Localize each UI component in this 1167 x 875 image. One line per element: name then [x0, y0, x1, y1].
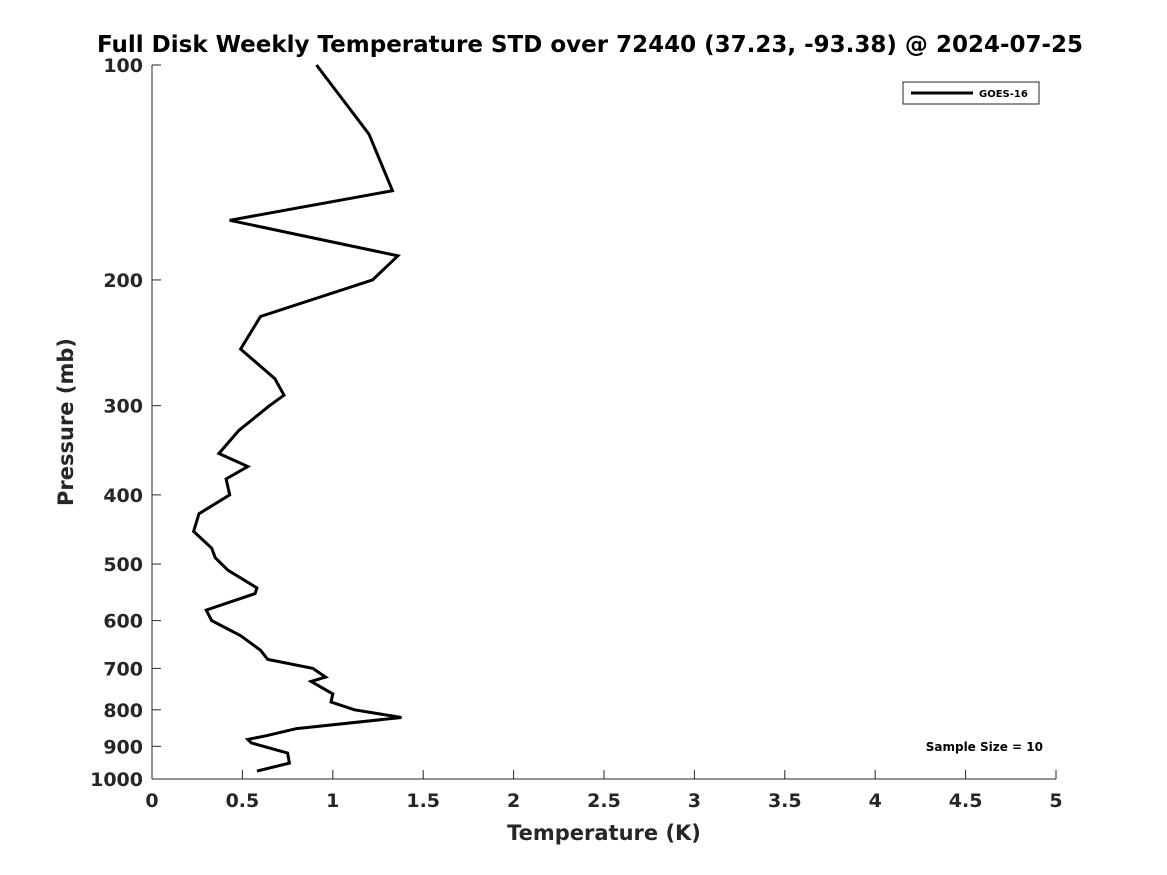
legend-label-goes-16: GOES-16: [979, 89, 1028, 100]
y-tick-label: 200: [103, 270, 143, 292]
x-tick-label: 1.5: [406, 790, 440, 812]
x-tick-label: 1: [326, 790, 339, 812]
x-tick-label: 2.5: [587, 790, 621, 812]
y-tick-label: 700: [103, 658, 143, 680]
x-tick-label: 2: [507, 790, 520, 812]
sample-size-annotation: Sample Size = 10: [926, 740, 1043, 754]
y-tick-label: 900: [103, 736, 143, 758]
y-axis-ticks: 100 200 300 400 500 600 700 800 900 1000: [90, 55, 161, 791]
y-tick-label: 1000: [90, 769, 143, 791]
x-tick-label: 4: [869, 790, 882, 812]
y-tick-label: 100: [103, 55, 143, 77]
x-tick-label: 3.5: [768, 790, 802, 812]
y-axis-label: Pressure (mb): [54, 338, 78, 506]
x-axis-ticks: 0 0.5 1 1.5 2 2.5 3 3.5 4 4.5 5: [145, 770, 1063, 812]
y-tick-label: 500: [103, 554, 143, 576]
x-tick-label: 3: [688, 790, 701, 812]
x-tick-label: 4.5: [949, 790, 983, 812]
y-tick-label: 300: [103, 396, 143, 418]
x-tick-label: 0.5: [226, 790, 260, 812]
series-group: [191, 64, 402, 773]
legend: GOES-16: [902, 81, 1040, 105]
series-line-goes-16: [191, 64, 402, 773]
chart-title: Full Disk Weekly Temperature STD over 72…: [97, 32, 1083, 58]
y-tick-label: 400: [103, 485, 143, 507]
y-tick-label: 800: [103, 700, 143, 722]
plot-area: [152, 65, 1056, 779]
x-axis-label: Temperature (K): [507, 821, 701, 845]
y-tick-label: 600: [103, 611, 143, 633]
x-tick-label: 5: [1049, 790, 1062, 812]
x-tick-label: 0: [145, 790, 158, 812]
